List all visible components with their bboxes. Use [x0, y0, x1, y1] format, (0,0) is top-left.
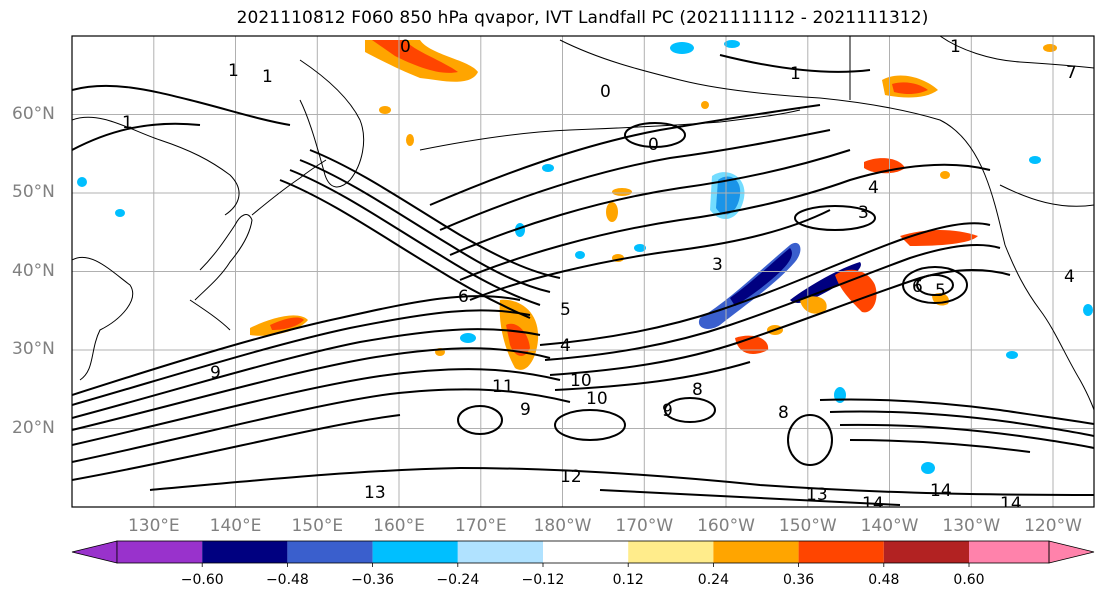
contour-label: 13	[806, 485, 828, 505]
contour-label: 6	[458, 287, 469, 307]
qvapor-shading	[77, 40, 1093, 474]
negative-anomaly-halo	[710, 172, 745, 220]
lon-label-150e: 150°E	[291, 516, 344, 536]
lat-label-30n: 30°N	[12, 339, 55, 359]
lon-label-160e: 160°E	[373, 516, 425, 536]
colorbar-tick-label: −0.24	[436, 572, 480, 588]
contour-label: 1	[950, 37, 961, 57]
lon-label-170w: 170°W	[615, 516, 674, 536]
colorbar-outline	[116, 540, 1050, 564]
lon-label-150w: 150°W	[778, 516, 837, 536]
contour-label: 9	[210, 363, 221, 383]
contour-label: 4	[560, 336, 571, 356]
contour-label: 6	[912, 277, 923, 297]
contour-label: 10	[570, 371, 592, 391]
contour-label: 0	[600, 82, 611, 102]
colorbar-bin	[117, 541, 203, 563]
colorbar-bin	[713, 541, 799, 563]
contour-label: 0	[400, 37, 411, 57]
colorbar-tick-label: −0.36	[351, 572, 395, 588]
colorbar-bin	[628, 541, 714, 563]
contour-label: 9	[520, 400, 531, 420]
positive-anomaly-band	[835, 269, 877, 313]
colorbar-bin	[969, 541, 1049, 563]
contour-label: 1	[262, 67, 273, 87]
lon-label-180w: 180°W	[533, 516, 592, 536]
colorbar	[71, 540, 1095, 567]
colorbar-extend-low	[71, 540, 118, 564]
colorbar-bin	[287, 541, 373, 563]
positive-anomaly-west-core	[270, 317, 304, 330]
contour-label: 14	[1000, 494, 1022, 514]
colorbar-bin	[372, 541, 458, 563]
contour-label: 5	[560, 300, 571, 320]
lon-label-140w: 140°W	[860, 516, 919, 536]
contour-label: 12	[560, 467, 582, 487]
contour-label: 8	[692, 380, 703, 400]
contour-label: 4	[1064, 267, 1075, 287]
lat-label-60n: 60°N	[12, 104, 55, 124]
colorbar-tick-label: −0.48	[265, 572, 309, 588]
colorbar-tick-label: 0.60	[953, 572, 985, 588]
colorbar-bin	[457, 541, 543, 563]
colorbar-extend-high	[1048, 540, 1095, 564]
colorbar-tick-label: −0.60	[180, 572, 224, 588]
contour-labels: 0 1 1 1 0 0 1 1 4 3 3 5 6 6 5 4 10 11 9 …	[122, 37, 1077, 514]
contour-label: 3	[712, 255, 723, 275]
map-frame	[71, 35, 1095, 508]
contour-label: 3	[858, 203, 869, 223]
colorbar-bin	[543, 541, 629, 563]
positive-anomaly-kamchatka-core	[372, 40, 458, 73]
contour-label: 1	[790, 64, 801, 84]
contour-label: 1	[122, 113, 133, 133]
gridlines	[72, 36, 1094, 507]
contour-label: 8	[778, 403, 789, 423]
lon-label-130e: 130°E	[127, 516, 180, 536]
negative-anomaly-deep	[730, 248, 792, 306]
lon-label-160w: 160°W	[697, 516, 755, 536]
contour-label: 0	[648, 135, 659, 155]
colorbar-bin	[883, 541, 969, 563]
positive-anomaly-alaska-core	[892, 82, 928, 94]
colorbar-tick-label: 0.24	[697, 572, 729, 588]
contour-label: 4	[868, 178, 879, 198]
contour-label: 7	[1066, 63, 1077, 83]
colorbar-tick-label: −0.12	[521, 572, 565, 588]
figure-title: 2021110812 F060 850 hPa qvapor, IVT Land…	[236, 8, 929, 28]
contour-label: 1	[228, 61, 239, 81]
colorbar-tick-label: 0.12	[612, 572, 644, 588]
colorbar-tick-label: 0.36	[783, 572, 815, 588]
contour-label: 14	[862, 494, 884, 514]
contour-label: 13	[364, 483, 386, 503]
lat-label-40n: 40°N	[12, 261, 55, 281]
colorbar-bin	[202, 541, 288, 563]
ivt-contours	[72, 54, 1094, 506]
lat-label-50n: 50°N	[12, 182, 55, 202]
contour-label: 11	[492, 377, 514, 397]
positive-anomaly-band2	[800, 296, 827, 314]
lon-label-170e: 170°E	[454, 516, 507, 536]
colorbar-tick-label: 0.48	[868, 572, 900, 588]
coastlines	[72, 36, 1094, 411]
lat-label-20n: 20°N	[12, 418, 55, 438]
lon-label-130w: 130°W	[942, 516, 1001, 536]
contour-label: 5	[935, 281, 946, 301]
colorbar-bin	[798, 541, 884, 563]
lon-label-120w: 120°W	[1024, 516, 1082, 536]
contour-label: 10	[586, 389, 608, 409]
contour-label: 14	[930, 481, 952, 501]
contour-label: 9	[662, 401, 673, 421]
lon-label-140e: 140°E	[209, 516, 262, 536]
